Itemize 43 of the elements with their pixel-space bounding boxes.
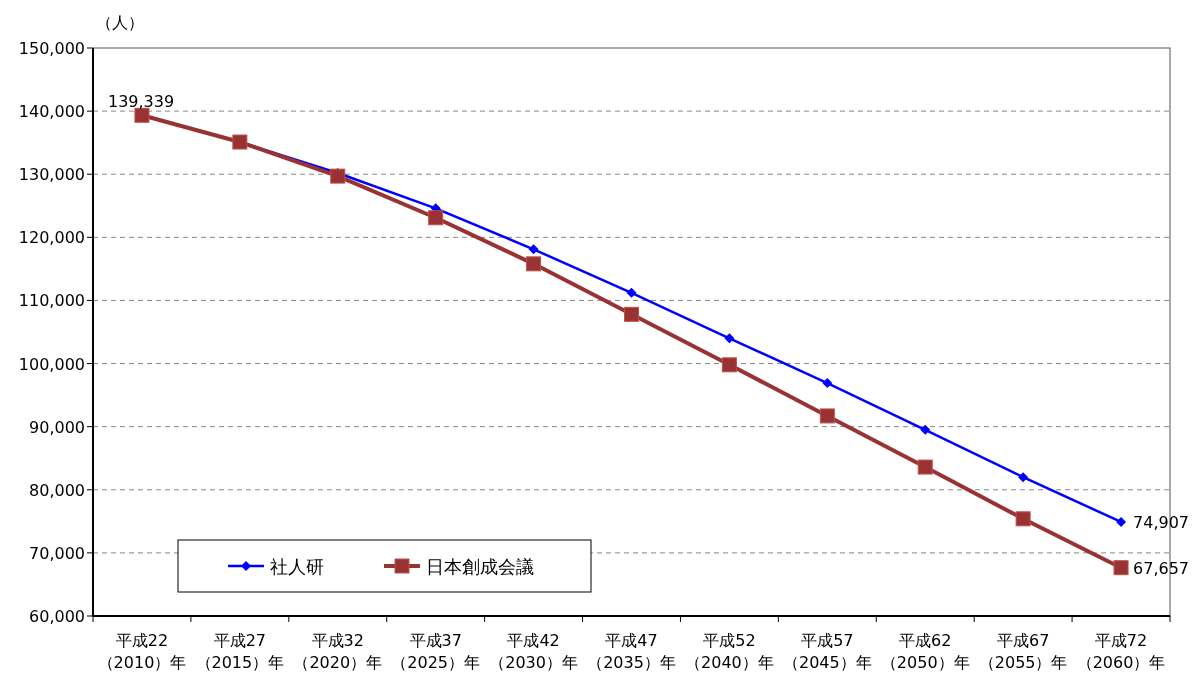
point [721, 357, 737, 373]
x-tick-label: 平成32（2020）年 [293, 631, 383, 672]
legend-label: 社人研 [270, 556, 324, 577]
y-tick-label: 60,000 [29, 607, 85, 626]
y-tick-label: 140,000 [18, 102, 85, 122]
y-tick-label: 110,000 [18, 291, 85, 311]
point [920, 424, 931, 435]
point [528, 244, 539, 255]
x-tick-label: 平成47（2035）年 [587, 631, 676, 672]
point [526, 256, 542, 272]
x-tick-label: 平成22（2010）年 [97, 631, 187, 672]
y-tick-label: 100,000 [18, 354, 85, 374]
y-tick-label: 70,000 [29, 543, 85, 563]
x-tick-label: 平成67（2055）年 [978, 631, 1068, 672]
point [1116, 516, 1127, 527]
point [1018, 472, 1029, 483]
point [428, 210, 444, 226]
point [819, 408, 835, 424]
x-tick-label: 平成52（2040）年 [685, 631, 774, 672]
point [917, 459, 933, 475]
point [626, 287, 637, 298]
point [1015, 511, 1031, 527]
y-tick-label: 90,000 [29, 417, 85, 437]
legend-label: 日本創成会議 [426, 556, 534, 577]
y-tick-label: 120,000 [18, 228, 85, 248]
point [822, 378, 833, 389]
x-tick-label: 平成62（2050）年 [880, 631, 970, 672]
x-tick-label: 平成72（2060）年 [1076, 631, 1166, 672]
y-tick-label: 150,000 [18, 39, 85, 58]
y-tick-label: 130,000 [18, 165, 85, 185]
y-axis-title: （人） [96, 13, 144, 32]
x-tick-label: 平成57（2045）年 [782, 631, 872, 672]
point [624, 306, 639, 322]
x-tick-label: 平成37（2025）年 [391, 631, 481, 672]
x-tick-label: 平成42（2030）年 [489, 631, 578, 672]
y-tick-label: 80,000 [29, 480, 85, 500]
data-label: 67,657 [1133, 558, 1190, 578]
point [724, 333, 735, 344]
point [1113, 560, 1129, 576]
point [330, 168, 346, 184]
data-label: 139,339 [107, 92, 175, 112]
x-tick-label: 平成27（2015）年 [195, 631, 285, 672]
data-label: 74,907 [1133, 512, 1190, 532]
